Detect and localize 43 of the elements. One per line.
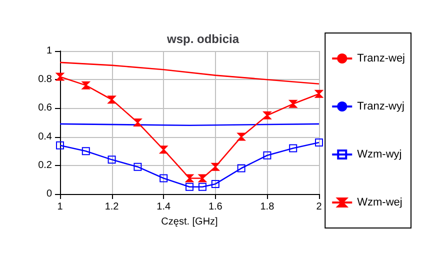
x-tick-label: 1.6	[208, 202, 223, 212]
point	[211, 162, 220, 171]
point	[289, 100, 298, 108]
point	[160, 146, 168, 154]
point	[186, 174, 194, 182]
point	[198, 182, 206, 191]
x-tick-label: 1	[57, 202, 64, 212]
point	[198, 174, 206, 182]
point	[289, 144, 298, 152]
x-tick-label: 2	[316, 202, 322, 212]
y-tick-label: 0	[46, 188, 52, 200]
legend-label: Wzm-wej	[357, 196, 402, 208]
y-tick-label: 0.8	[38, 74, 52, 86]
legend-label: Tranz-wej	[357, 52, 406, 64]
y-tick-label: 1	[46, 46, 52, 56]
point	[315, 138, 323, 147]
point	[82, 81, 90, 90]
point	[315, 90, 323, 98]
x-axis-title: Częst. [GHz]	[161, 216, 218, 228]
legend-label: Tranz-wyj	[357, 100, 404, 112]
point	[263, 151, 272, 160]
y-tick-label: 0.2	[38, 160, 52, 171]
y-tick-label: 0.6	[38, 102, 52, 114]
line-series	[59, 62, 320, 85]
point	[108, 156, 116, 164]
point	[263, 111, 272, 120]
chart-title: wsp. odbicia	[166, 32, 240, 46]
point	[108, 96, 116, 104]
x-tick-label: 1.8	[260, 202, 275, 212]
point	[134, 118, 142, 126]
point	[56, 72, 64, 81]
x-tick-label: 1.4	[156, 202, 171, 212]
point	[237, 132, 246, 141]
point	[211, 180, 220, 188]
y-tick-label: 0.4	[38, 131, 52, 142]
point	[160, 174, 168, 182]
legend-label: Wzm-wyj	[357, 148, 402, 160]
point	[237, 164, 246, 172]
point	[186, 182, 194, 191]
point	[82, 147, 90, 156]
point	[56, 141, 64, 150]
x-tick-label: 1.2	[104, 202, 120, 212]
point	[134, 162, 142, 171]
